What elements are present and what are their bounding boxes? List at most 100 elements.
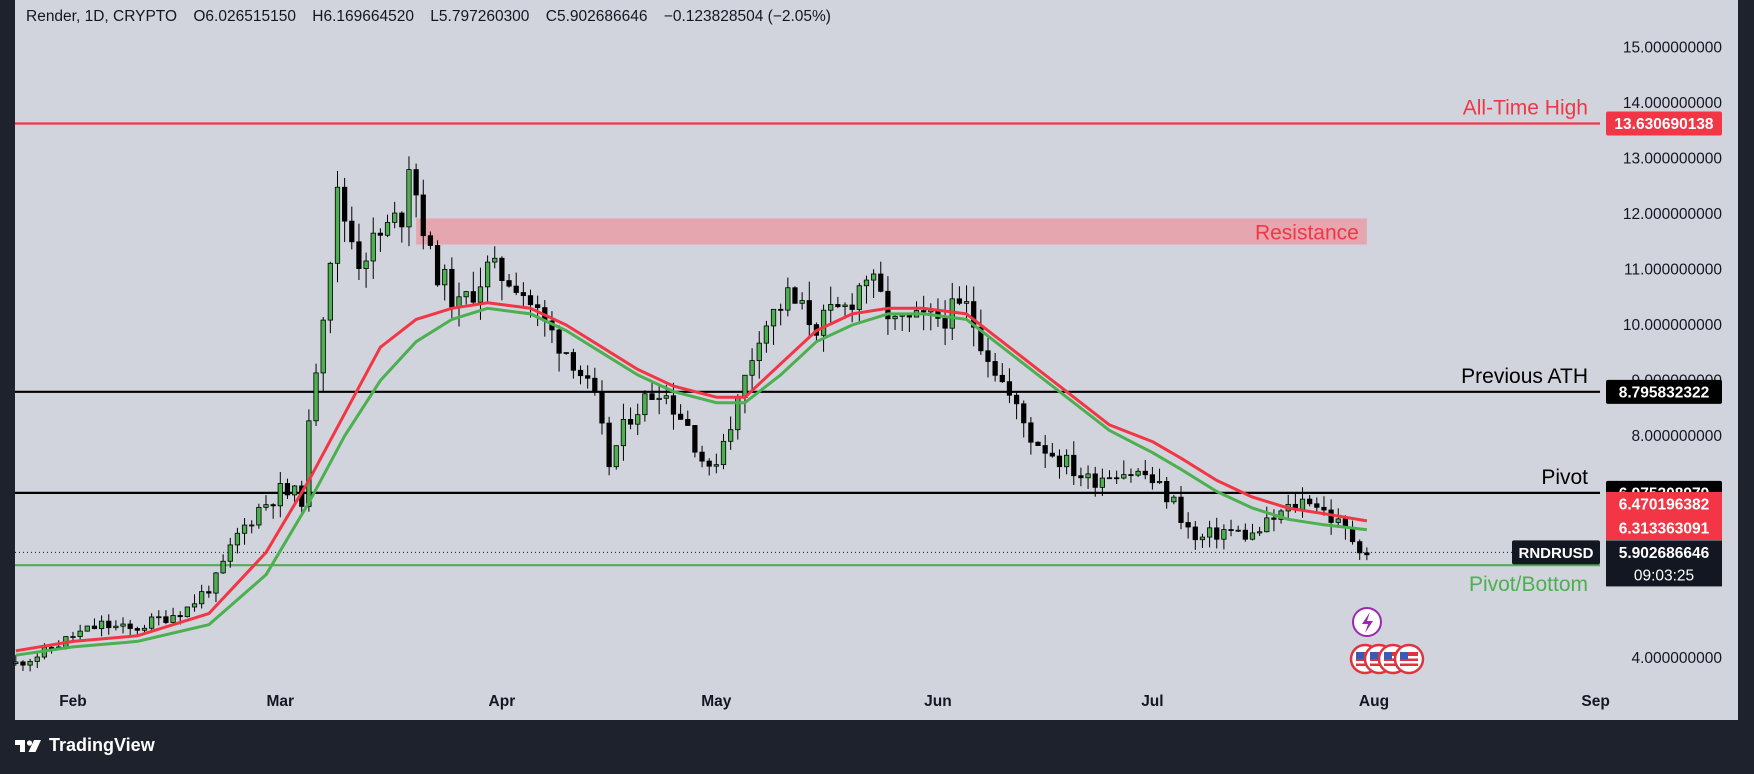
- candle-body: [499, 257, 505, 282]
- level-label: Previous ATH: [1461, 365, 1588, 388]
- candle-body: [613, 445, 619, 468]
- candle-body: [892, 315, 898, 320]
- candle-body: [677, 413, 684, 420]
- candle-body: [699, 451, 705, 462]
- x-tick-label: Jul: [1141, 693, 1163, 710]
- candle-body: [213, 572, 219, 594]
- countdown-text: 09:03:25: [1634, 567, 1694, 584]
- x-tick-label: Feb: [59, 693, 87, 710]
- candle-body: [599, 391, 605, 424]
- candle-body: [1078, 475, 1084, 479]
- candle-body: [1042, 445, 1048, 454]
- candle-body: [370, 232, 376, 262]
- candle-body: [592, 377, 598, 393]
- candle-body: [1114, 477, 1120, 480]
- candle-body: [1071, 454, 1077, 477]
- candle-body: [1235, 529, 1241, 532]
- candle-body: [470, 291, 476, 303]
- candle-body: [799, 300, 805, 304]
- candle-body: [1149, 474, 1156, 484]
- candle-body: [563, 352, 569, 354]
- last-price-badge: [1606, 540, 1722, 587]
- candle-body: [1364, 552, 1370, 556]
- candle-body: [141, 627, 148, 631]
- level-price-badge: [1606, 111, 1722, 136]
- resistance-zone-label: Resistance: [1255, 221, 1359, 244]
- candle-body: [1185, 522, 1191, 528]
- candle-body: [642, 393, 648, 416]
- candle-body: [170, 615, 176, 623]
- candle-body: [992, 361, 998, 376]
- candle-body: [720, 440, 727, 466]
- candle-body: [113, 625, 119, 629]
- price-labels-layer: 13.6306901388.7958323226.9752089795.6722…: [1512, 111, 1722, 587]
- candle-body: [1164, 481, 1170, 503]
- candle-body: [156, 616, 162, 619]
- candle-body: [149, 616, 155, 629]
- candle-body: [656, 397, 662, 400]
- candle-body: [728, 429, 734, 442]
- candle-body: [692, 425, 698, 453]
- candle-body: [1257, 531, 1263, 534]
- tradingview-brand: TradingView: [49, 735, 155, 755]
- chart-background: [15, 0, 1738, 720]
- candle-body: [1013, 394, 1020, 405]
- candle-body: [1335, 518, 1341, 523]
- x-axis-layer: Feb Mar Apr May Jun Jul Aug Sep: [59, 693, 1610, 710]
- zones-layer: Resistance: [416, 218, 1367, 245]
- candle-body: [377, 232, 383, 236]
- x-tick-label: Jun: [924, 693, 952, 710]
- flag-canton: [1356, 652, 1364, 659]
- ema-layer: [15, 301, 1368, 657]
- ema-line: [15, 306, 1368, 657]
- candle-body: [527, 295, 534, 306]
- flag-stripe: [1400, 656, 1418, 659]
- candle-body: [878, 273, 884, 292]
- candle-body: [1314, 503, 1320, 508]
- us-flag-icon[interactable]: [1393, 643, 1425, 675]
- candle-body: [1142, 470, 1148, 476]
- flag-stripe: [1384, 661, 1402, 664]
- candle-body: [778, 308, 784, 311]
- candle-body: [420, 194, 426, 237]
- candle-body: [1221, 529, 1227, 540]
- candle-body: [220, 560, 226, 574]
- candle-body: [91, 625, 98, 630]
- candle-body: [835, 304, 841, 308]
- candle-body: [120, 623, 126, 627]
- y-tick-label: 12.000000000: [1623, 206, 1723, 223]
- candle-body: [384, 221, 391, 236]
- flash-icon-bolt: [1362, 612, 1373, 633]
- candle-body: [256, 506, 262, 526]
- ema-price-text: 6.313363091: [1619, 521, 1710, 538]
- ema-price-text: 6.470196382: [1619, 497, 1710, 514]
- candle-body: [921, 310, 927, 313]
- candle-body: [649, 393, 655, 400]
- candle-body: [706, 460, 712, 467]
- candle-body: [985, 350, 991, 362]
- flash-icon[interactable]: [1352, 607, 1382, 637]
- candle-body: [484, 261, 491, 288]
- y-tick-label: 13.000000000: [1623, 151, 1723, 168]
- candle-body: [406, 169, 412, 228]
- candle-body: [820, 309, 827, 336]
- candle-body: [978, 326, 984, 352]
- candle-body: [749, 360, 755, 376]
- candle-body: [177, 615, 183, 618]
- candle-body: [792, 287, 798, 304]
- candle-body: [670, 395, 677, 415]
- x-tick-label: Aug: [1359, 693, 1389, 710]
- candle-body: [477, 286, 484, 303]
- candle-body: [413, 169, 419, 196]
- candle-body: [770, 308, 777, 327]
- candle-body: [506, 280, 512, 287]
- candle-body: [1092, 473, 1098, 488]
- candle-body: [320, 319, 326, 374]
- event-icons-layer[interactable]: [1349, 607, 1425, 675]
- candle-body: [785, 287, 791, 311]
- candle-body: [999, 374, 1005, 383]
- candle-body: [963, 301, 970, 304]
- candle-body: [241, 524, 248, 534]
- tradingview-logo[interactable]: TradingView: [15, 735, 155, 756]
